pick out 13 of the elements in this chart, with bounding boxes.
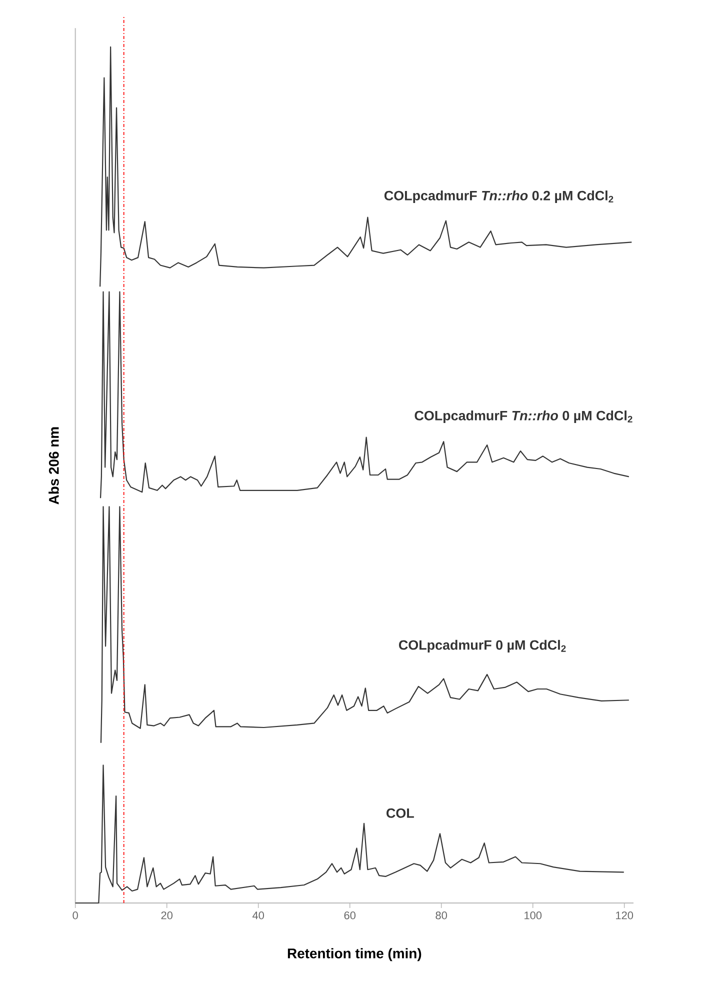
text: COLpcadmurF Tn::rho 0 µM CdCl$_{2}$ <box>414 410 632 424</box>
x-tick-label: 60 <box>344 912 356 920</box>
x-tick-label: 120 <box>616 912 634 920</box>
x-tick-label: 80 <box>436 912 448 920</box>
text: COLpcadmurF 0 µM CdCl$_{2}$ <box>399 640 566 652</box>
series-label: COL <box>386 808 414 818</box>
series-label: COLpcadmurF Tn::rho 0.2 µM CdCl$_{2}$ <box>384 190 614 204</box>
x-tick-label: 0 <box>72 912 78 920</box>
y-axis-title: Abs 206 nm <box>48 427 59 504</box>
x-tick-label: 20 <box>161 912 173 920</box>
x-tick-label: 40 <box>252 912 264 920</box>
x-axis-title: Retention time (min) <box>288 948 422 962</box>
x-tick-label: 100 <box>524 912 542 920</box>
